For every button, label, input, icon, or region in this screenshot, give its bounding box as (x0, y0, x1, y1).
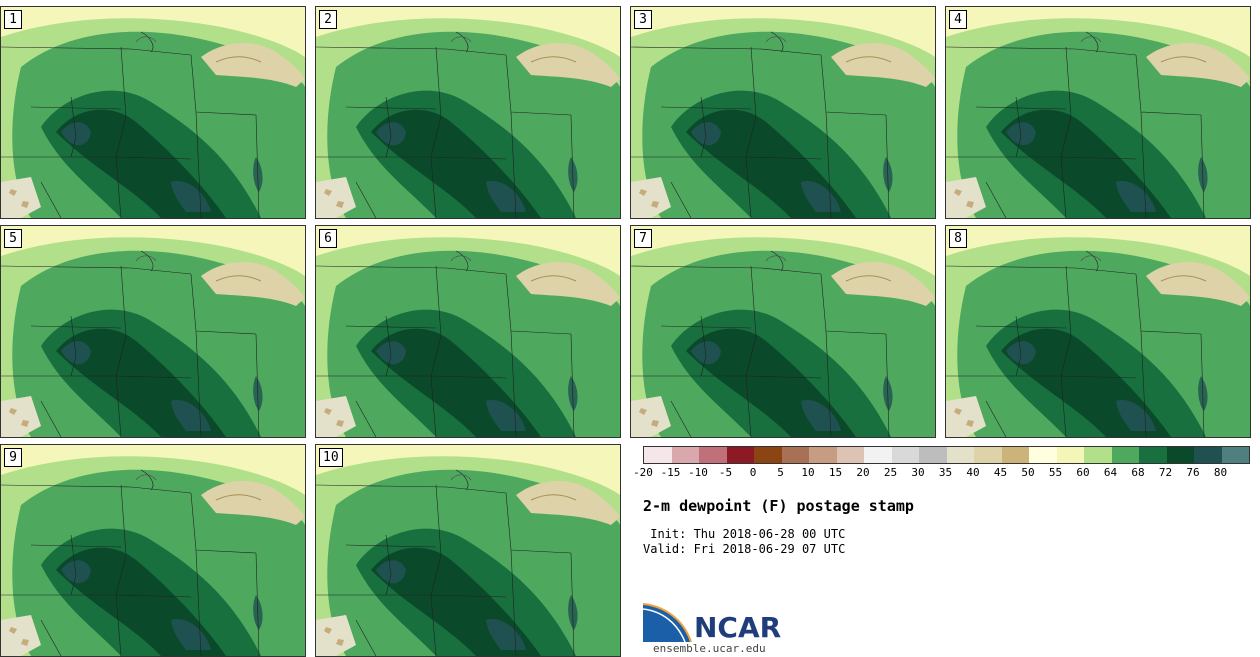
colorbar-tick-label: 20 (856, 466, 870, 479)
dewpoint-map (316, 7, 620, 218)
map-stamp-1: 1 (0, 6, 306, 219)
colorbar-swatch (1221, 447, 1249, 463)
dewpoint-map (1, 226, 305, 437)
dewpoint-map (316, 445, 620, 656)
colorbar-tick-label: 72 (1158, 466, 1173, 479)
colorbar-swatch (919, 447, 947, 463)
colorbar-tick-label: 55 (1048, 466, 1063, 479)
colorbar-tick-label: 80 (1213, 466, 1228, 479)
dewpoint-map (946, 7, 1250, 218)
plot-title: 2-m dewpoint (F) postage stamp (643, 497, 914, 515)
stamp-label: 10 (319, 448, 343, 467)
colorbar-swatch (1056, 447, 1084, 463)
colorbar-tick-label: 50 (1021, 466, 1035, 479)
colorbar-swatch (891, 447, 919, 463)
logo-url[interactable]: ensemble.ucar.edu (653, 642, 766, 655)
map-stamp-6: 6 (315, 225, 621, 438)
colorbar-swatch (671, 447, 699, 463)
init-time: Init: Thu 2018-06-28 00 UTC (643, 527, 846, 541)
stamp-label: 8 (949, 229, 967, 248)
colorbar-tick-label: -10 (688, 466, 708, 479)
colorbar-swatch (1029, 447, 1057, 463)
colorbar-tick-label: 45 (993, 466, 1008, 479)
map-stamp-7: 7 (630, 225, 936, 438)
colorbar-tick-label: 30 (911, 466, 925, 479)
stamp-label: 4 (949, 10, 967, 29)
colorbar-tick-label: 60 (1076, 466, 1090, 479)
map-stamp-5: 5 (0, 225, 306, 438)
stamp-label: 5 (4, 229, 22, 248)
colorbar-swatch (699, 447, 727, 463)
colorbar-swatch (1084, 447, 1112, 463)
map-stamp-9: 9 (0, 444, 306, 657)
ncar-logo-icon (643, 603, 692, 643)
colorbar-swatch (1139, 447, 1167, 463)
valid-time: Valid: Fri 2018-06-29 07 UTC (643, 542, 846, 556)
stamp-label: 1 (4, 10, 22, 29)
colorbar-tick-label: -15 (660, 466, 681, 479)
logo-name: NCAR (694, 611, 782, 644)
colorbar-tick-label: 25 (883, 466, 898, 479)
colorbar-tick-label: 64 (1103, 466, 1118, 479)
dewpoint-map (631, 226, 935, 437)
colorbar-tick-label: 5 (777, 466, 784, 479)
colorbar-swatch (1166, 447, 1194, 463)
dewpoint-map (946, 226, 1250, 437)
colorbar-tick-label: -5 (718, 466, 733, 479)
colorbar-tick-label: 35 (938, 466, 953, 479)
colorbar-tick-label: -20 (633, 466, 653, 479)
colorbar-swatch (1111, 447, 1139, 463)
dewpoint-map (316, 226, 620, 437)
map-stamp-4: 4 (945, 6, 1251, 219)
map-stamp-8: 8 (945, 225, 1251, 438)
dewpoint-map (631, 7, 935, 218)
colorbar-swatch (809, 447, 837, 463)
colorbar-tick-label: 40 (966, 466, 980, 479)
colorbar-tick-label: 76 (1186, 466, 1200, 479)
map-stamp-2: 2 (315, 6, 621, 219)
map-stamp-3: 3 (630, 6, 936, 219)
dewpoint-map (1, 7, 305, 218)
colorbar-swatch (1194, 447, 1222, 463)
colorbar-swatch (1001, 447, 1029, 463)
colorbar-swatch (754, 447, 782, 463)
colorbar-ticks: -20 -15 -10 -5 0 5 10 15 20 25 30 35 40 45 50 55 60 64 68 7… (630, 466, 1260, 482)
colorbar-swatch (781, 447, 809, 463)
stamp-label: 7 (634, 229, 652, 248)
colorbar-tick-label: 10 (801, 466, 815, 479)
colorbar-tick-label: 68 (1131, 466, 1145, 479)
colorbar-swatch (726, 447, 754, 463)
colorbar-swatch (644, 447, 672, 463)
colorbar-swatch (946, 447, 974, 463)
colorbar-swatch (836, 447, 864, 463)
dewpoint-map (1, 445, 305, 656)
stamp-label: 3 (634, 10, 652, 29)
colorbar-tick-label: 0 (749, 466, 757, 479)
colorbar-swatch (974, 447, 1002, 463)
map-stamp-10: 10 (315, 444, 621, 657)
stamp-label: 9 (4, 448, 22, 467)
stamp-label: 6 (319, 229, 337, 248)
colorbar (643, 446, 1250, 464)
stamp-label: 2 (319, 10, 337, 29)
colorbar-swatch (864, 447, 892, 463)
colorbar-tick-label: 15 (828, 466, 843, 479)
